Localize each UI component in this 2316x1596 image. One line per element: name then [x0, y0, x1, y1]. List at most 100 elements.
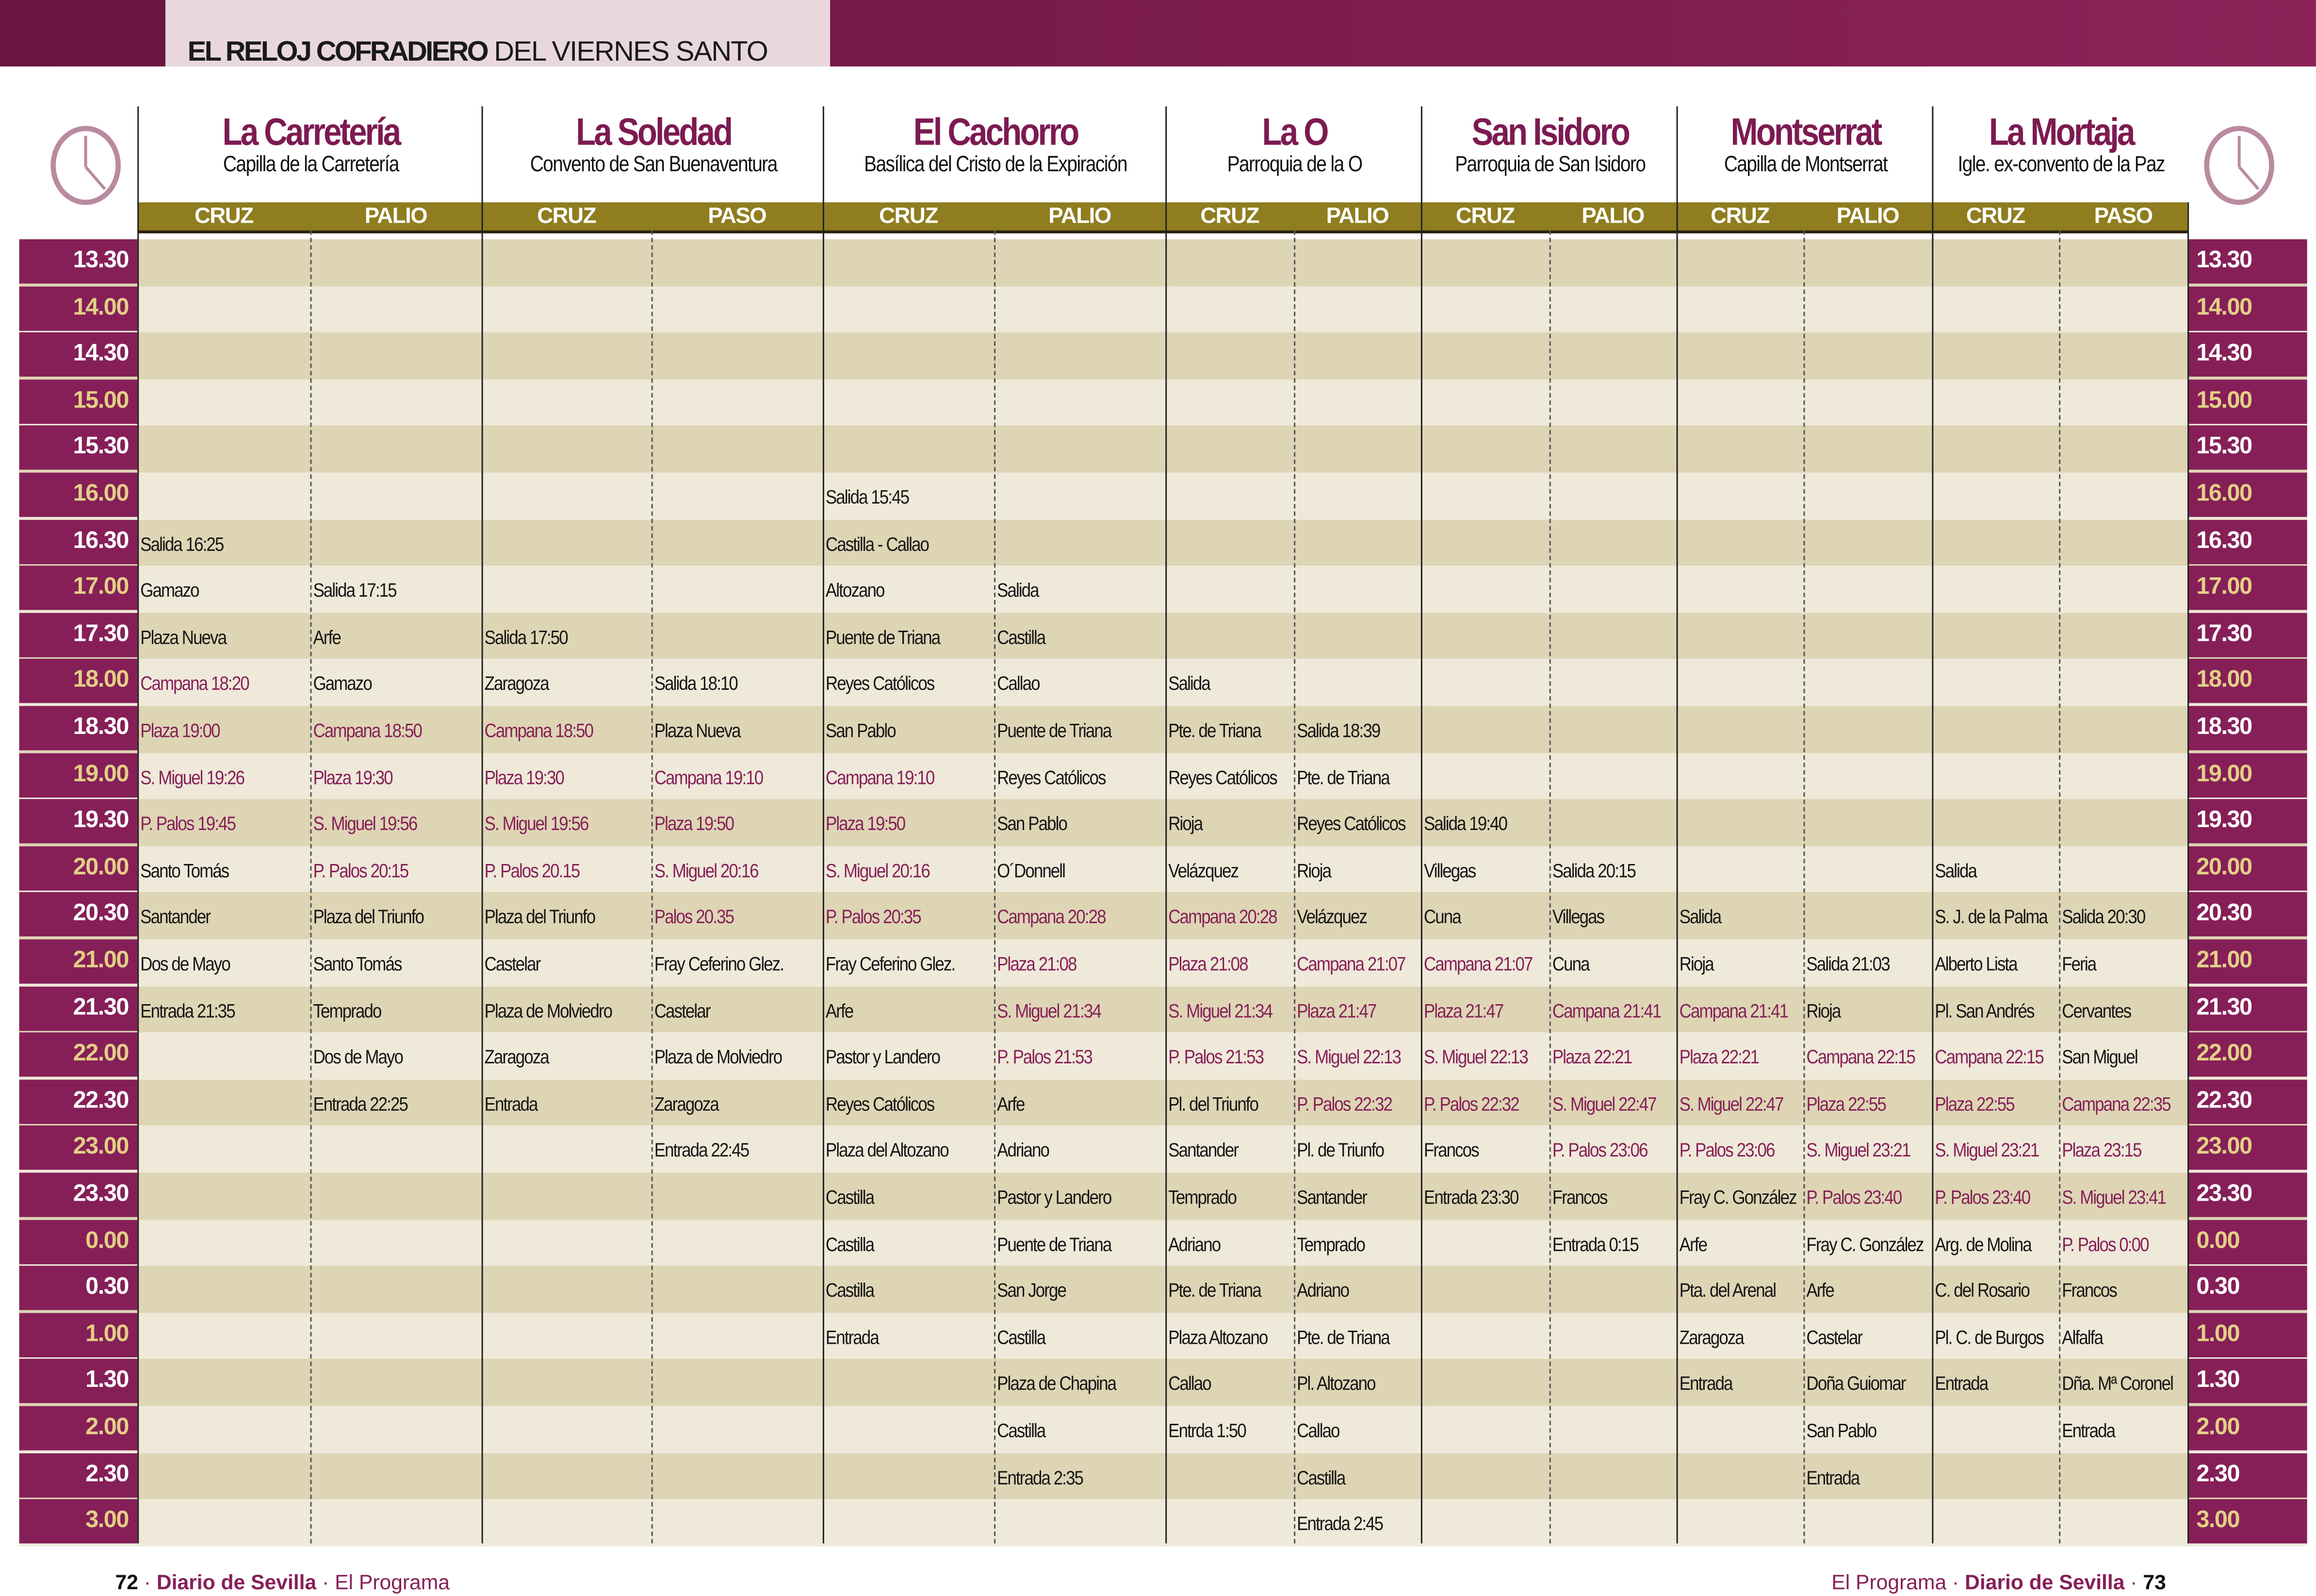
cell-text: Fray Ceferino Glez.: [825, 952, 956, 975]
schedule-cell: [1677, 1453, 1804, 1499]
cell-text: Plaza 19:50: [654, 813, 734, 835]
schedule-cell: [1421, 659, 1549, 706]
paper-name: Diario de Sevilla: [156, 1570, 317, 1594]
cell-text: Pta. del Arenal: [1679, 1279, 1777, 1302]
schedule-cell: Adriano: [1294, 1266, 1421, 1313]
schedule-cell: [482, 1266, 652, 1313]
schedule-cell: [994, 379, 1165, 426]
schedule-cell: [1549, 659, 1677, 706]
schedule-cell: [482, 472, 652, 519]
schedule-cell: [1932, 566, 2059, 613]
cell-text: Velázquez: [1297, 906, 1368, 928]
schedule-cell: Campana 22:15: [1932, 1033, 2059, 1079]
schedule-cell: Villegas: [1421, 846, 1549, 893]
schedule-cell: [137, 239, 310, 286]
cell-text: S. Miguel 22:13: [1423, 1046, 1529, 1068]
schedule-cell: Reyes Católicos: [823, 1079, 994, 1126]
table-row: 19.30 P. Palos 19:45 S. Miguel 19:56 S. Mig…: [19, 799, 2307, 846]
cell-text: Santander: [140, 906, 211, 928]
schedule-cell: [137, 426, 310, 472]
table-row: 15.00 15.00: [19, 379, 2307, 426]
cell-text: S. Miguel 19:56: [313, 813, 418, 835]
table-row: 14.30 14.30: [19, 332, 2307, 379]
schedule-cell: Callao: [1294, 1406, 1421, 1452]
schedule-cell: [652, 1173, 823, 1219]
cell-text: Salida: [1168, 672, 1210, 695]
column-label: CRUZ: [1455, 204, 1515, 229]
schedule-cell: Temprado: [310, 986, 481, 1033]
column-type-bar: [137, 202, 2188, 234]
schedule-cell: San Pablo: [1803, 1406, 1932, 1452]
cell-text: S. Miguel 23:21: [1806, 1139, 1911, 1162]
time-label: 16.30: [19, 519, 138, 564]
schedule-cell: [652, 426, 823, 472]
schedule-cell: [652, 566, 823, 613]
cell-text: Alberto Lista: [1935, 952, 2018, 975]
schedule-cell: Castelar: [482, 939, 652, 986]
schedule-cell: Plaza 19:50: [823, 799, 994, 846]
column-label: CRUZ: [1966, 204, 2025, 229]
cell-text: Pte. de Triana: [1168, 1279, 1261, 1302]
cell-text: Francos: [1552, 1186, 1608, 1208]
cell-text: Entrada: [2062, 1419, 2116, 1442]
schedule-cell: [652, 1359, 823, 1406]
schedule-cell: [1549, 333, 1677, 379]
cell-text: Callao: [997, 672, 1040, 695]
brotherhood-header: La Mortaja Igle. ex-convento de la Paz: [1932, 106, 2189, 203]
schedule-cell: Cervantes: [2059, 986, 2187, 1033]
schedule-cell: [1549, 753, 1677, 799]
schedule-cell: Gamazo: [310, 659, 481, 706]
cell-text: Campana 19:10: [825, 765, 935, 788]
cell-text: Pl. del Triunfo: [1168, 1092, 1259, 1115]
time-label: 22.30: [19, 1079, 138, 1124]
cell-text: S. Miguel 23:41: [2062, 1186, 2167, 1208]
table-row: 21.30 Entrada 21:35 Temprado Plaza de Molvi…: [19, 986, 2307, 1033]
church-name: Basílica del Cristo de la Expiración: [864, 152, 1127, 178]
cell-text: Fray C. González: [1806, 1233, 1925, 1255]
schedule-cell: [652, 239, 823, 286]
cell-text: Arfe: [997, 1092, 1025, 1115]
schedule-cell: Plaza 22:21: [1549, 1033, 1677, 1079]
schedule-cell: [1294, 659, 1421, 706]
time-label: 19.30: [2187, 799, 2307, 844]
time-label: 18.00: [19, 659, 138, 704]
brotherhood-name: La Carretería: [222, 109, 402, 154]
section-name: El Programa: [1831, 1570, 1947, 1594]
cell-text: Puente de Triana: [825, 626, 941, 648]
time-label: 16.00: [2187, 472, 2307, 517]
schedule-cell: [1549, 239, 1677, 286]
schedule-cell: [1677, 286, 1804, 332]
time-label: 2.30: [19, 1452, 138, 1497]
time-label: 22.00: [2187, 1032, 2307, 1077]
schedule-cell: [823, 333, 994, 379]
cell-text: Castilla: [997, 626, 1046, 648]
column-label: CRUZ: [1711, 204, 1770, 229]
schedule-cell: [1421, 1453, 1549, 1499]
schedule-cell: [1165, 613, 1294, 659]
schedule-cell: [310, 239, 481, 286]
time-label: 16.00: [19, 472, 138, 517]
schedule-cell: [994, 239, 1165, 286]
cell-text: Salida: [997, 579, 1039, 602]
schedule-cell: Plaza del Triunfo: [310, 893, 481, 939]
cell-text: Campana 21:41: [1679, 999, 1789, 1022]
time-label: 2.00: [2187, 1406, 2307, 1450]
schedule-cell: [137, 1220, 310, 1266]
schedule-cell: [652, 519, 823, 566]
time-label: 14.00: [2187, 286, 2307, 330]
schedule-cell: Zaragoza: [1677, 1313, 1804, 1359]
schedule-cell: Campana 19:10: [823, 753, 994, 799]
cell-text: Plaza 22:21: [1552, 1046, 1632, 1068]
time-label: 21.30: [19, 986, 138, 1030]
schedule-cell: [823, 1453, 994, 1499]
cell-text: Villegas: [1423, 859, 1476, 882]
schedule-cell: [1549, 1406, 1677, 1452]
cell-text: Fray Ceferino Glez.: [654, 952, 784, 975]
schedule-cell: Doña Guiomar: [1803, 1359, 1932, 1406]
schedule-cell: [310, 1173, 481, 1219]
cell-text: Campana 22:15: [1935, 1046, 2044, 1068]
schedule-cell: [1294, 613, 1421, 659]
column-divider: [310, 230, 312, 1544]
schedule-cell: [310, 286, 481, 332]
schedule-cell: [1549, 519, 1677, 566]
